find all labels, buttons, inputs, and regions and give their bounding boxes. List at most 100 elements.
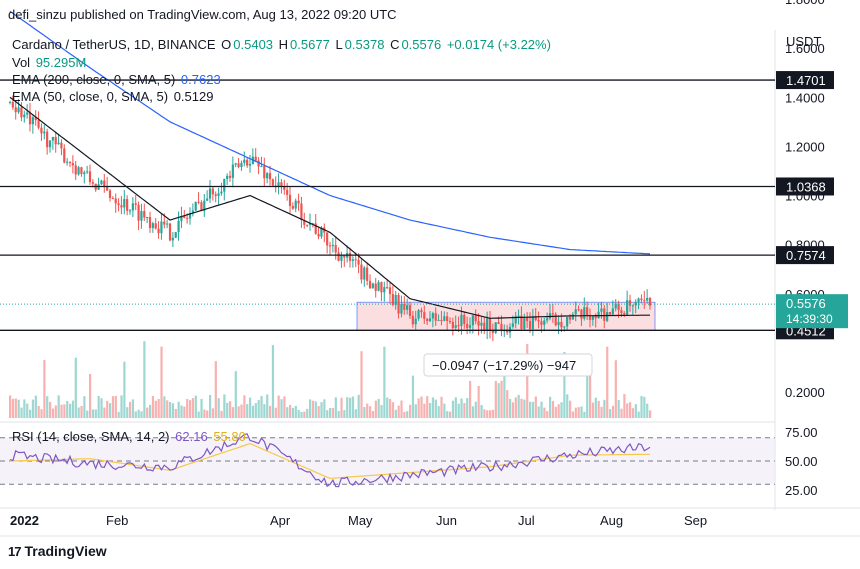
volume-bar bbox=[446, 411, 449, 418]
candle-body bbox=[428, 318, 432, 322]
candle-body bbox=[203, 200, 206, 211]
candle-body bbox=[114, 198, 117, 204]
candle-body bbox=[77, 167, 80, 175]
candle-body bbox=[180, 215, 183, 221]
volume-bar bbox=[191, 398, 195, 418]
volume-bar bbox=[117, 411, 120, 418]
candle-body bbox=[406, 305, 409, 310]
candle-body bbox=[217, 193, 220, 196]
candle-body bbox=[480, 322, 483, 326]
volume-bar bbox=[343, 410, 346, 418]
candle-body bbox=[160, 221, 163, 234]
volume-bar bbox=[606, 346, 609, 418]
rsi-label: RSI (14, close, SMA, 14, 2) bbox=[12, 429, 170, 444]
low-value: 0.5378 bbox=[344, 37, 385, 52]
current-price-bg bbox=[776, 294, 848, 329]
volume-bar bbox=[134, 411, 137, 418]
volume-bar bbox=[111, 396, 115, 418]
volume-bar bbox=[569, 400, 572, 418]
candle-body bbox=[403, 304, 406, 310]
volume-bar bbox=[146, 407, 149, 418]
candle-body bbox=[454, 325, 457, 328]
candle-body bbox=[306, 224, 309, 226]
volume-bar bbox=[451, 400, 455, 418]
candle-body bbox=[111, 198, 114, 200]
price-tick-1: 1.6000 bbox=[785, 41, 825, 56]
candle-body bbox=[223, 178, 226, 192]
ema50-legend: EMA (50, close, 0, SMA, 5) 0.5129 bbox=[12, 89, 215, 104]
volume-bar bbox=[80, 406, 83, 418]
candle-body bbox=[134, 203, 137, 205]
candle-body bbox=[614, 303, 617, 309]
candle-body bbox=[391, 294, 394, 305]
candle-body bbox=[263, 166, 266, 179]
volume-bar bbox=[417, 398, 420, 418]
volume-bar bbox=[140, 411, 143, 418]
volume-bar bbox=[411, 375, 415, 418]
volume-bar bbox=[277, 395, 280, 418]
candle-body bbox=[640, 298, 643, 301]
candle-body bbox=[540, 321, 543, 325]
candle-body bbox=[631, 305, 634, 307]
volume-bar bbox=[214, 361, 217, 418]
month-label-3: May bbox=[348, 513, 373, 528]
volume-bar bbox=[186, 398, 189, 418]
candle-body bbox=[194, 201, 197, 211]
candle-body bbox=[457, 325, 460, 327]
candle-body bbox=[108, 190, 112, 199]
volume-bar bbox=[626, 403, 629, 418]
volume-bar bbox=[200, 398, 203, 418]
candle-body bbox=[568, 317, 572, 320]
volume-bar bbox=[260, 396, 263, 418]
symbol-legend: Cardano / TetherUS, 1D, BINANCE O 0.5403 … bbox=[12, 37, 553, 52]
candle-body bbox=[300, 203, 303, 220]
candle-body bbox=[354, 259, 357, 261]
month-label-7: Sep bbox=[684, 513, 707, 528]
volume-bar bbox=[229, 401, 232, 418]
volume-bar bbox=[374, 400, 377, 418]
candle-body bbox=[31, 117, 34, 125]
level-label-0: 1.4701 bbox=[786, 73, 826, 88]
candle-body bbox=[88, 171, 92, 183]
candle-body bbox=[266, 173, 269, 179]
candle-body bbox=[320, 227, 323, 237]
volume-bar bbox=[149, 404, 152, 418]
volume-bar bbox=[471, 406, 475, 418]
candle-body bbox=[248, 163, 252, 166]
volume-bar bbox=[574, 407, 577, 418]
volume-bar bbox=[197, 411, 200, 418]
volume-bar bbox=[243, 395, 246, 418]
candle-body bbox=[466, 323, 469, 328]
candle-body bbox=[460, 314, 463, 326]
rsi-line bbox=[9, 433, 651, 488]
candle-body bbox=[148, 216, 152, 229]
volume-bar bbox=[223, 394, 226, 418]
price-tick-7: 0.2000 bbox=[785, 385, 825, 400]
volume-bar bbox=[106, 400, 109, 418]
candle-body bbox=[54, 136, 57, 145]
volume-bar bbox=[506, 390, 509, 418]
rsi-tick-1: 50.00 bbox=[785, 454, 818, 469]
candle-body bbox=[591, 315, 594, 320]
candle-body bbox=[537, 320, 540, 322]
volume-bar bbox=[603, 399, 606, 418]
volume-bar bbox=[237, 406, 240, 418]
volume-bar bbox=[383, 346, 386, 418]
rsi-value: 62.16 bbox=[175, 429, 208, 444]
candle-body bbox=[363, 267, 366, 280]
volume-bar bbox=[591, 402, 595, 418]
volume-bar bbox=[303, 411, 306, 418]
volume-bar bbox=[329, 407, 332, 418]
candle-body bbox=[51, 136, 54, 141]
ema200-label: EMA (200, close, 0, SMA, 5) bbox=[12, 72, 176, 87]
month-label-2: Apr bbox=[270, 513, 291, 528]
volume-bar bbox=[540, 401, 543, 418]
low-label: L bbox=[335, 37, 343, 52]
candle-body bbox=[186, 217, 189, 219]
candle-body bbox=[494, 322, 497, 333]
volume-bar bbox=[423, 403, 426, 418]
volume-bar bbox=[443, 403, 446, 418]
candle-body bbox=[417, 310, 420, 319]
volume-bar bbox=[369, 406, 372, 418]
